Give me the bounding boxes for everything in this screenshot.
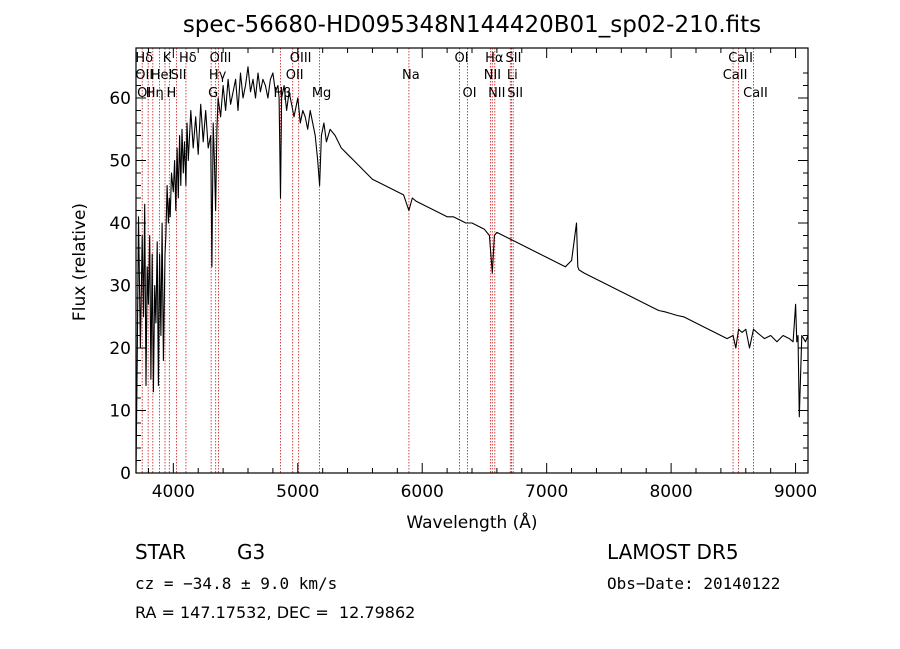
x-tick-label: 7000 (525, 482, 568, 502)
y-tick-label: 40 (109, 214, 131, 234)
line-label: OI (455, 51, 469, 66)
chart-title: spec-56680-HD095348N144420B01_sp02-210.f… (183, 12, 761, 38)
line-label: OI (137, 86, 151, 101)
line-label: CaII (728, 51, 753, 66)
y-tick-label: 30 (109, 277, 131, 297)
line-label: SII (171, 68, 187, 83)
line-label: OI (462, 86, 476, 101)
line-label: Hγ (209, 68, 227, 83)
line-label: Li (507, 68, 518, 83)
object-subclass: G3 (237, 540, 266, 564)
line-label: HeI (151, 68, 173, 83)
spectral-line-labels: HδOIIOIHηHeIKHSIIHδGHγOIIIHβOIIOIIIMgNaO… (135, 51, 768, 101)
line-label: Mg (312, 86, 331, 101)
object-class: STAR (135, 540, 186, 564)
y-tick-label: 60 (109, 89, 131, 109)
x-tick-label: 9000 (774, 482, 817, 502)
spectrum-line (135, 66, 809, 474)
line-label: Hδ (135, 51, 153, 66)
survey-release: LAMOST DR5 (607, 540, 739, 564)
x-axis-label: Wavelength (Å) (406, 511, 537, 533)
redshift-velocity: cz = −34.8 ± 9.0 km/s (135, 574, 338, 593)
line-label: CaII (743, 86, 768, 101)
line-label: CaII (723, 68, 748, 83)
line-label: NII (488, 86, 505, 101)
y-tick-label: 10 (109, 402, 131, 422)
line-label: SII (505, 51, 521, 66)
line-label: K (163, 51, 172, 66)
line-label: H (166, 86, 176, 101)
observation-date: Obs−Date: 20140122 (607, 574, 781, 593)
line-label: G (208, 86, 218, 101)
y-tick-label: 0 (120, 464, 131, 484)
sky-coordinates: RA = 147.17532, DEC = 12.79862 (135, 603, 416, 622)
x-tick-label: 5000 (276, 482, 319, 502)
line-label: Hη (146, 86, 164, 101)
plot-frame (135, 47, 809, 474)
x-tick-label: 4000 (152, 482, 195, 502)
line-label: NII (484, 68, 501, 83)
spectrum-series (135, 66, 809, 474)
x-tick-label: 6000 (401, 482, 444, 502)
line-label: OII (135, 68, 153, 83)
line-label: OIII (290, 51, 312, 66)
line-label: SII (507, 86, 523, 101)
spectral-line-markers (141, 48, 754, 473)
y-axis: 0 10 20 30 40 50 60 (109, 72, 808, 484)
x-axis: 4000 5000 6000 7000 8000 9000 (147, 48, 817, 502)
y-axis-label: Flux (relative) (70, 203, 90, 321)
y-tick-label: 20 (109, 339, 131, 359)
line-label: Hδ (179, 51, 197, 66)
line-label: OIII (210, 51, 232, 66)
line-label: Hα (485, 51, 503, 66)
y-tick-label: 50 (109, 152, 131, 172)
line-label: OII (286, 68, 304, 83)
x-tick-label: 8000 (649, 482, 692, 502)
line-label: Na (402, 68, 420, 83)
